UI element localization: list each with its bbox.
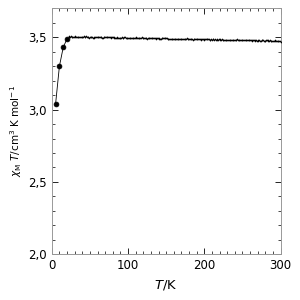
X-axis label: $T$/K: $T$/K [154, 278, 178, 292]
Y-axis label: $\chi_{\rm M}$ $T$/cm$^3$ K mol$^{-1}$: $\chi_{\rm M}$ $T$/cm$^3$ K mol$^{-1}$ [8, 85, 24, 177]
